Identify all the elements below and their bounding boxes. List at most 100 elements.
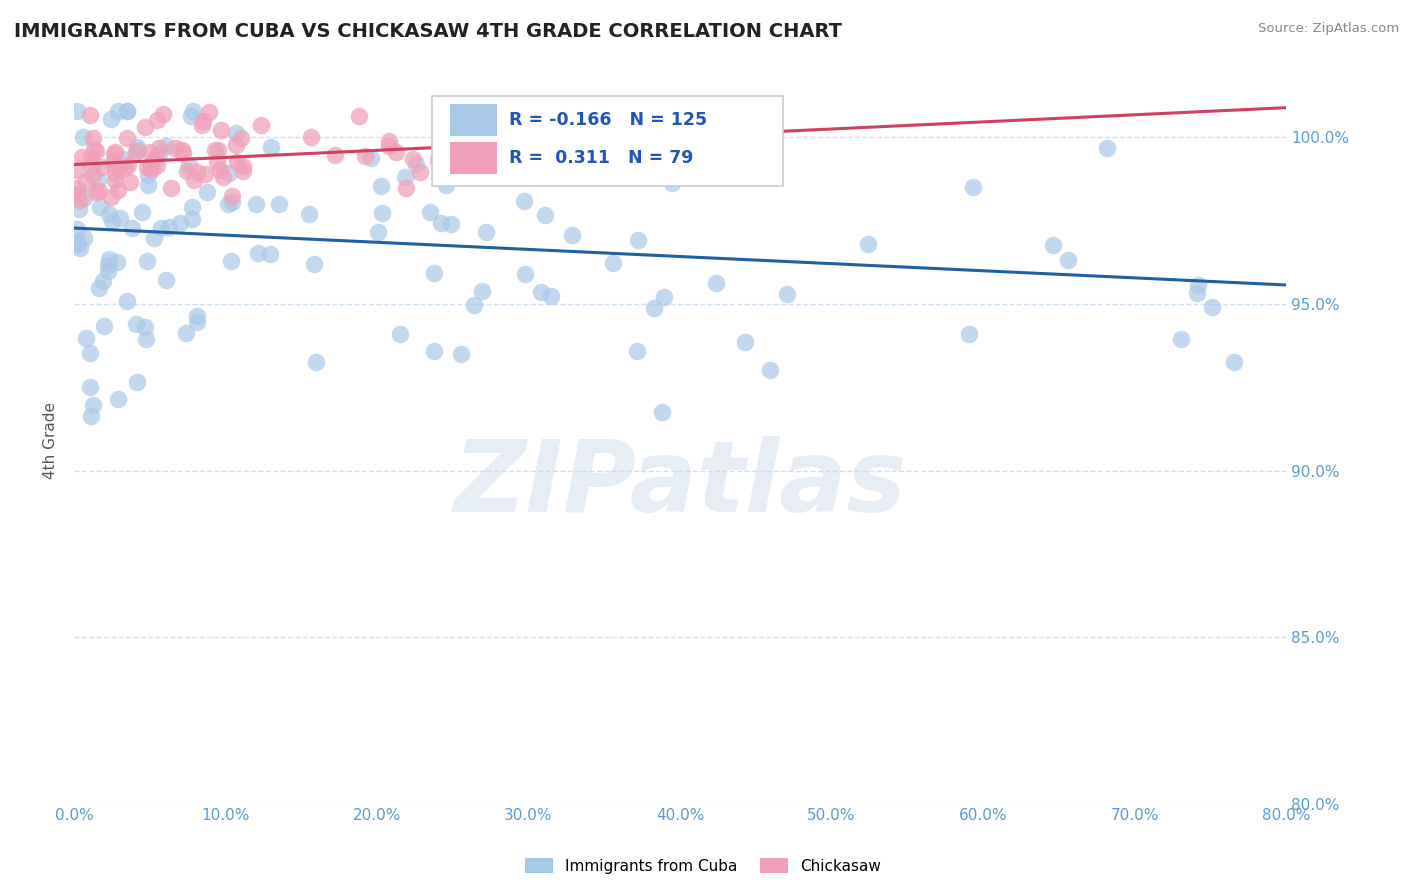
Point [176, 326, 198, 340]
Point [734, 334, 756, 349]
Point [360, 151, 382, 165]
Point [134, 320, 156, 334]
Point [402, 153, 425, 167]
Point [163, 141, 186, 155]
Point [371, 205, 394, 219]
Point [513, 194, 536, 209]
Point [534, 208, 557, 222]
Point [97, 264, 120, 278]
Point [82, 168, 104, 182]
Point [83, 142, 105, 156]
Point [87, 172, 110, 186]
Point [475, 226, 498, 240]
Point [186, 165, 208, 179]
Point [1057, 253, 1080, 268]
Point [395, 181, 418, 195]
Point [155, 273, 177, 287]
Point [180, 109, 202, 123]
Point [463, 298, 485, 312]
Point [195, 185, 218, 199]
Point [1185, 285, 1208, 300]
Point [652, 289, 675, 303]
Point [138, 178, 160, 192]
Point [186, 315, 208, 329]
Point [247, 246, 270, 260]
Point [69, 241, 91, 255]
Point [409, 165, 432, 179]
Point [134, 120, 156, 135]
Point [225, 126, 247, 140]
FancyBboxPatch shape [450, 142, 498, 174]
Point [191, 113, 214, 128]
Point [219, 254, 242, 268]
Point [84, 144, 107, 158]
Point [69, 193, 91, 207]
Point [103, 146, 125, 161]
Point [148, 141, 170, 155]
Point [67, 202, 90, 217]
Point [155, 138, 177, 153]
Point [127, 376, 149, 390]
Text: ZIPatlas: ZIPatlas [454, 435, 907, 533]
Point [104, 145, 127, 159]
Point [347, 109, 370, 123]
Point [378, 134, 401, 148]
Point [115, 131, 138, 145]
Point [225, 138, 247, 153]
Point [494, 105, 516, 120]
Point [89, 200, 111, 214]
Point [207, 154, 229, 169]
Point [115, 103, 138, 118]
FancyBboxPatch shape [450, 104, 498, 136]
Point [70, 150, 93, 164]
Point [325, 148, 347, 162]
Point [93, 318, 115, 333]
Point [142, 231, 165, 245]
Point [561, 228, 583, 243]
Point [100, 112, 122, 126]
Point [89, 184, 111, 198]
Point [572, 103, 595, 118]
Point [66, 181, 89, 195]
Point [305, 355, 328, 369]
Point [100, 190, 122, 204]
Point [1042, 237, 1064, 252]
Point [1201, 300, 1223, 314]
Point [231, 131, 253, 145]
Point [626, 343, 648, 358]
Point [260, 140, 283, 154]
Point [759, 363, 782, 377]
Point [405, 157, 427, 171]
Point [139, 145, 162, 160]
Point [82, 398, 104, 412]
Point [98, 207, 121, 221]
Point [72, 129, 94, 144]
Point [172, 145, 194, 160]
Point [471, 284, 494, 298]
Point [217, 197, 239, 211]
Point [616, 143, 638, 157]
Point [79, 379, 101, 393]
Point [87, 281, 110, 295]
Point [299, 130, 322, 145]
Point [225, 155, 247, 169]
Point [858, 236, 880, 251]
Point [450, 347, 472, 361]
Point [108, 161, 131, 176]
Point [108, 211, 131, 226]
Point [146, 158, 169, 172]
Point [150, 220, 173, 235]
Point [125, 140, 148, 154]
Point [661, 176, 683, 190]
Point [101, 214, 124, 228]
Point [957, 326, 980, 341]
Point [170, 143, 193, 157]
Point [204, 143, 226, 157]
Point [530, 285, 553, 299]
Point [510, 123, 533, 137]
Point [207, 143, 229, 157]
Point [423, 266, 446, 280]
Point [394, 170, 416, 185]
Point [112, 152, 135, 166]
Text: R = -0.166   N = 125: R = -0.166 N = 125 [509, 111, 707, 129]
